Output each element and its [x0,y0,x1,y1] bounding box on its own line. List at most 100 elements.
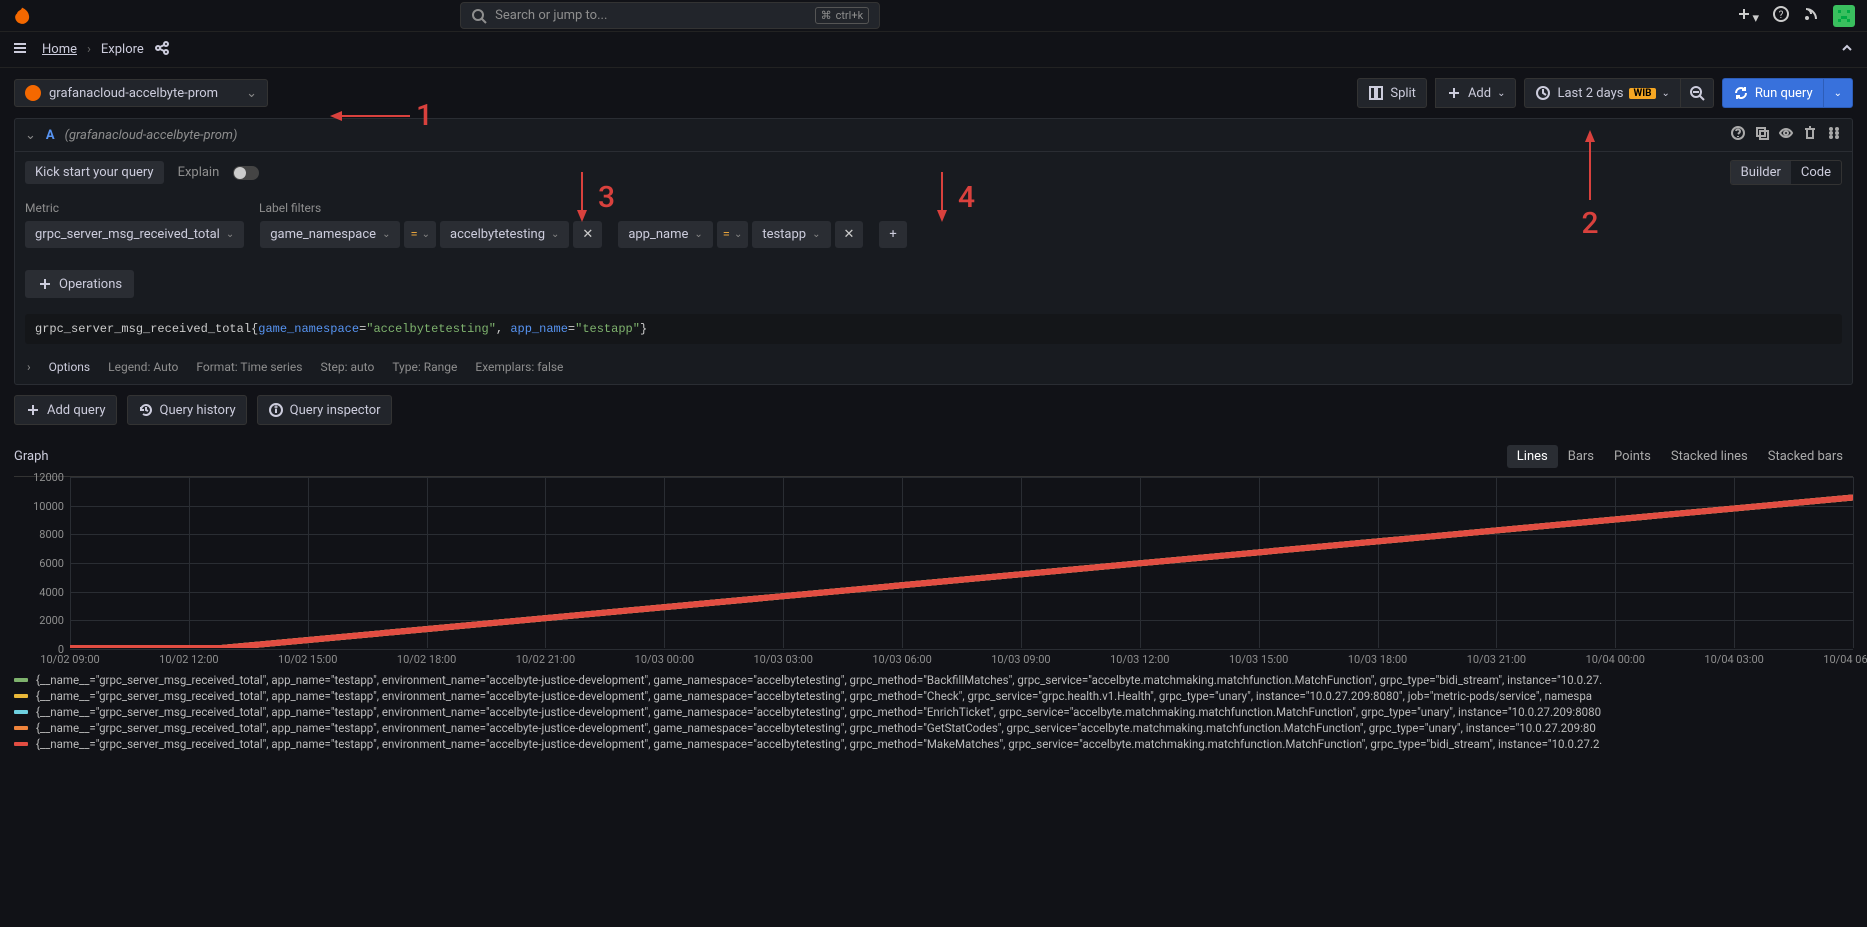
toolbar-right: Split Add ⌄ Last 2 days WIB ⌄ Run que [1357,78,1853,108]
x-tick-label: 10/03 12:00 [1110,653,1169,666]
collapse-icon[interactable]: ⌄ [25,128,36,143]
svg-text:?: ? [1779,10,1784,21]
graph-tab[interactable]: Bars [1558,445,1604,468]
graph-header: Graph LinesBarsPointsStacked linesStacke… [14,441,1853,476]
filter-key-select[interactable]: game_namespace⌄ [260,221,400,248]
zoom-out-icon [1689,85,1705,101]
tz-badge: WIB [1629,88,1655,99]
x-tick-label: 10/02 15:00 [278,653,337,666]
run-query-button[interactable]: Run query [1722,78,1823,108]
split-button[interactable]: Split [1357,78,1427,108]
graph-tab[interactable]: Stacked bars [1758,445,1853,468]
menu-toggle-icon[interactable] [12,40,32,60]
chevron-down-icon: ⌄ [1662,88,1670,99]
breadcrumb-bar: Home › Explore [0,32,1867,68]
filter-remove-button[interactable]: ✕ [835,221,864,248]
news-icon[interactable] [1803,6,1819,26]
x-tick-label: 10/02 12:00 [159,653,218,666]
copy-icon[interactable] [1754,125,1770,145]
query-letter: A [46,128,55,143]
eye-icon[interactable] [1778,125,1794,145]
graph-title: Graph [14,449,49,464]
trash-icon[interactable] [1802,125,1818,145]
operations-button[interactable]: Operations [25,270,134,298]
help-icon[interactable]: ? [1773,6,1789,26]
tab-builder[interactable]: Builder [1731,161,1791,184]
x-tick-label: 10/03 21:00 [1467,653,1526,666]
y-tick-label: 4000 [39,586,64,599]
tab-code[interactable]: Code [1791,161,1841,184]
filter-value-select[interactable]: accelbytetesting⌄ [440,221,569,248]
breadcrumb-home[interactable]: Home [42,42,77,57]
share-icon[interactable] [154,40,170,60]
graph-tab[interactable]: Stacked lines [1661,445,1758,468]
graph-tab[interactable]: Lines [1507,445,1558,468]
plus-icon [1446,85,1462,101]
metric-select[interactable]: grpc_server_msg_received_total ⌄ [25,221,244,248]
opt-format: Format: Time series [196,360,302,374]
graph-tab[interactable]: Points [1604,445,1661,468]
kick-start-button[interactable]: Kick start your query [25,161,164,184]
y-tick-label: 10000 [33,500,64,513]
legend-text: {__name__="grpc_server_msg_received_tota… [36,673,1602,687]
graph-style-tabs: LinesBarsPointsStacked linesStacked bars [1507,445,1853,468]
add-query-button[interactable]: Add query [14,395,117,425]
legend-text: {__name__="grpc_server_msg_received_tota… [36,705,1601,719]
legend-item[interactable]: {__name__="grpc_server_msg_received_tota… [14,704,1853,720]
query-history-button[interactable]: Query history [127,395,247,425]
legend-item[interactable]: {__name__="grpc_server_msg_received_tota… [14,672,1853,688]
legend-swatch [14,742,28,746]
drag-handle-icon[interactable] [1826,125,1842,145]
breadcrumb-explore: Explore [101,42,144,57]
zoom-out-button[interactable] [1680,78,1714,108]
timerange-button[interactable]: Last 2 days WIB ⌄ [1524,78,1679,108]
columns-icon [1368,85,1384,101]
query-subheader: Kick start your query Explain Builder Co… [15,152,1852,193]
run-query-dropdown[interactable]: ⌄ [1823,78,1853,108]
search-kbd: ⌘ ctrl+k [815,7,870,24]
plus-icon [25,402,41,418]
y-tick-label: 8000 [39,528,64,541]
x-tick-label: 10/02 18:00 [397,653,456,666]
editor-mode-tabs: Builder Code [1730,160,1842,185]
x-tick-label: 10/03 03:00 [753,653,812,666]
legend-item[interactable]: {__name__="grpc_server_msg_received_tota… [14,736,1853,752]
info-icon [268,402,284,418]
legend-swatch [14,726,28,730]
topbar: Search or jump to... ⌘ ctrl+k ▾ ? [0,0,1867,32]
filter-remove-button[interactable]: ✕ [573,221,602,248]
x-tick-label: 10/02 09:00 [40,653,99,666]
query-header-actions [1730,125,1842,145]
global-search[interactable]: Search or jump to... ⌘ ctrl+k [460,2,880,29]
opt-type: Type: Range [392,360,457,374]
legend-item[interactable]: {__name__="grpc_server_msg_received_tota… [14,720,1853,736]
chart-legend: {__name__="grpc_server_msg_received_tota… [14,666,1853,758]
filter-key-select[interactable]: app_name⌄ [618,221,712,248]
bottom-actions: Add query Query history Query inspector [0,385,1867,435]
query-preview: grpc_server_msg_received_total{game_name… [25,314,1842,344]
explain-label: Explain [178,165,220,180]
datasource-picker[interactable]: grafanacloud-accelbyte-prom ⌄ [14,79,268,107]
help-icon[interactable] [1730,125,1746,145]
avatar[interactable] [1833,5,1855,27]
opt-legend: Legend: Auto [108,360,178,374]
filter-value-select[interactable]: testapp⌄ [752,221,830,248]
clock-icon [1535,85,1551,101]
explain-toggle[interactable] [233,166,259,180]
query-inspector-button[interactable]: Query inspector [257,395,392,425]
chart-area[interactable]: 02000400060008000100001200010/02 09:0010… [14,476,1853,666]
filter-add-button[interactable]: + [879,221,906,248]
x-tick-label: 10/04 00:00 [1586,653,1645,666]
x-tick-label: 10/03 09:00 [991,653,1050,666]
collapse-panel-icon[interactable] [1839,40,1855,60]
x-tick-label: 10/03 18:00 [1348,653,1407,666]
metric-value: grpc_server_msg_received_total [35,227,220,242]
filter-op-select[interactable]: =⌄ [404,221,436,248]
add-menu-icon[interactable]: ▾ [1736,6,1759,26]
query-options[interactable]: › Options Legend: Auto Format: Time seri… [15,350,1852,384]
add-button[interactable]: Add ⌄ [1435,78,1517,108]
query-ds-hint: (grafanacloud-accelbyte-prom) [65,128,238,143]
legend-item[interactable]: {__name__="grpc_server_msg_received_tota… [14,688,1853,704]
filter-op-select[interactable]: =⌄ [717,221,749,248]
x-tick-label: 10/04 03:00 [1704,653,1763,666]
